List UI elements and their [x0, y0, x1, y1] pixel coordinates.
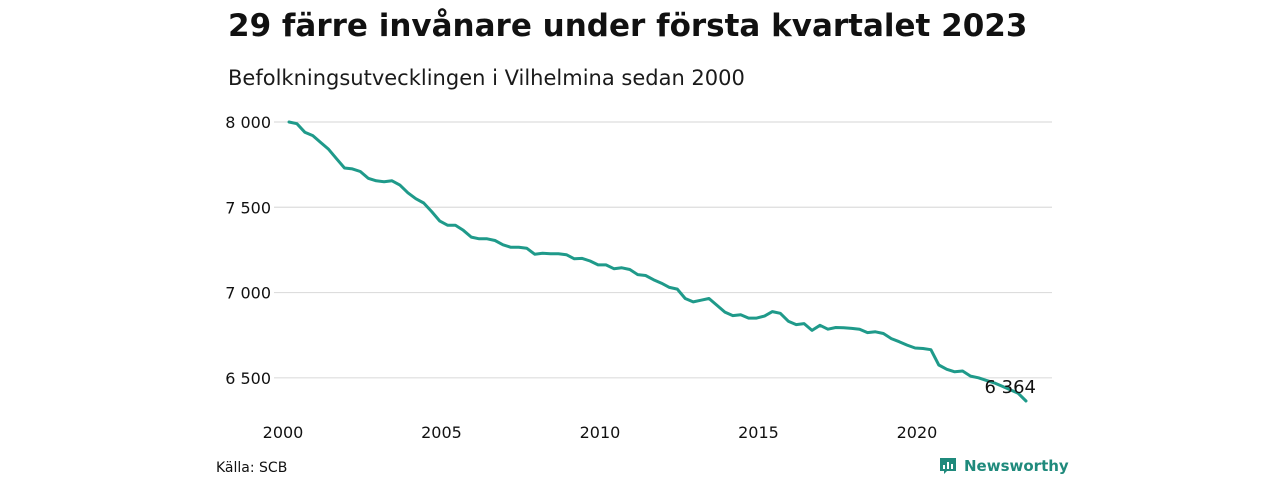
end-value-label: 6 364 — [984, 377, 1036, 398]
y-tick-label: 7 500 — [225, 198, 271, 217]
source-note: Källa: SCB — [216, 460, 288, 476]
bar-chart-icon — [940, 458, 956, 474]
chart-title: 29 färre invånare under första kvartalet… — [228, 8, 1028, 44]
brand-logo: Newsworthy — [938, 456, 1069, 476]
data-labels: 6 364 — [984, 377, 1036, 398]
series-line — [287, 120, 1028, 403]
x-tick-label: 2015 — [738, 423, 779, 442]
brand-name: Newsworthy — [964, 457, 1069, 475]
x-tick-label: 2000 — [263, 423, 304, 442]
x-tick-label: 2010 — [580, 423, 621, 442]
chart-subtitle: Befolkningsutvecklingen i Vilhelmina sed… — [228, 66, 745, 90]
x-tick-label: 2020 — [897, 423, 938, 442]
series-layer — [287, 120, 1028, 403]
grid-lines — [274, 121, 1052, 379]
x-tick-label: 2005 — [421, 423, 462, 442]
y-tick-label: 6 500 — [225, 369, 271, 388]
x-axis-ticks: 2000 2005 2010 2015 2020 — [263, 423, 938, 442]
y-tick-label: 8 000 — [225, 113, 271, 132]
y-tick-label: 7 000 — [225, 284, 271, 303]
y-axis-ticks: 6 500 7 000 7 500 8 000 — [225, 113, 271, 388]
